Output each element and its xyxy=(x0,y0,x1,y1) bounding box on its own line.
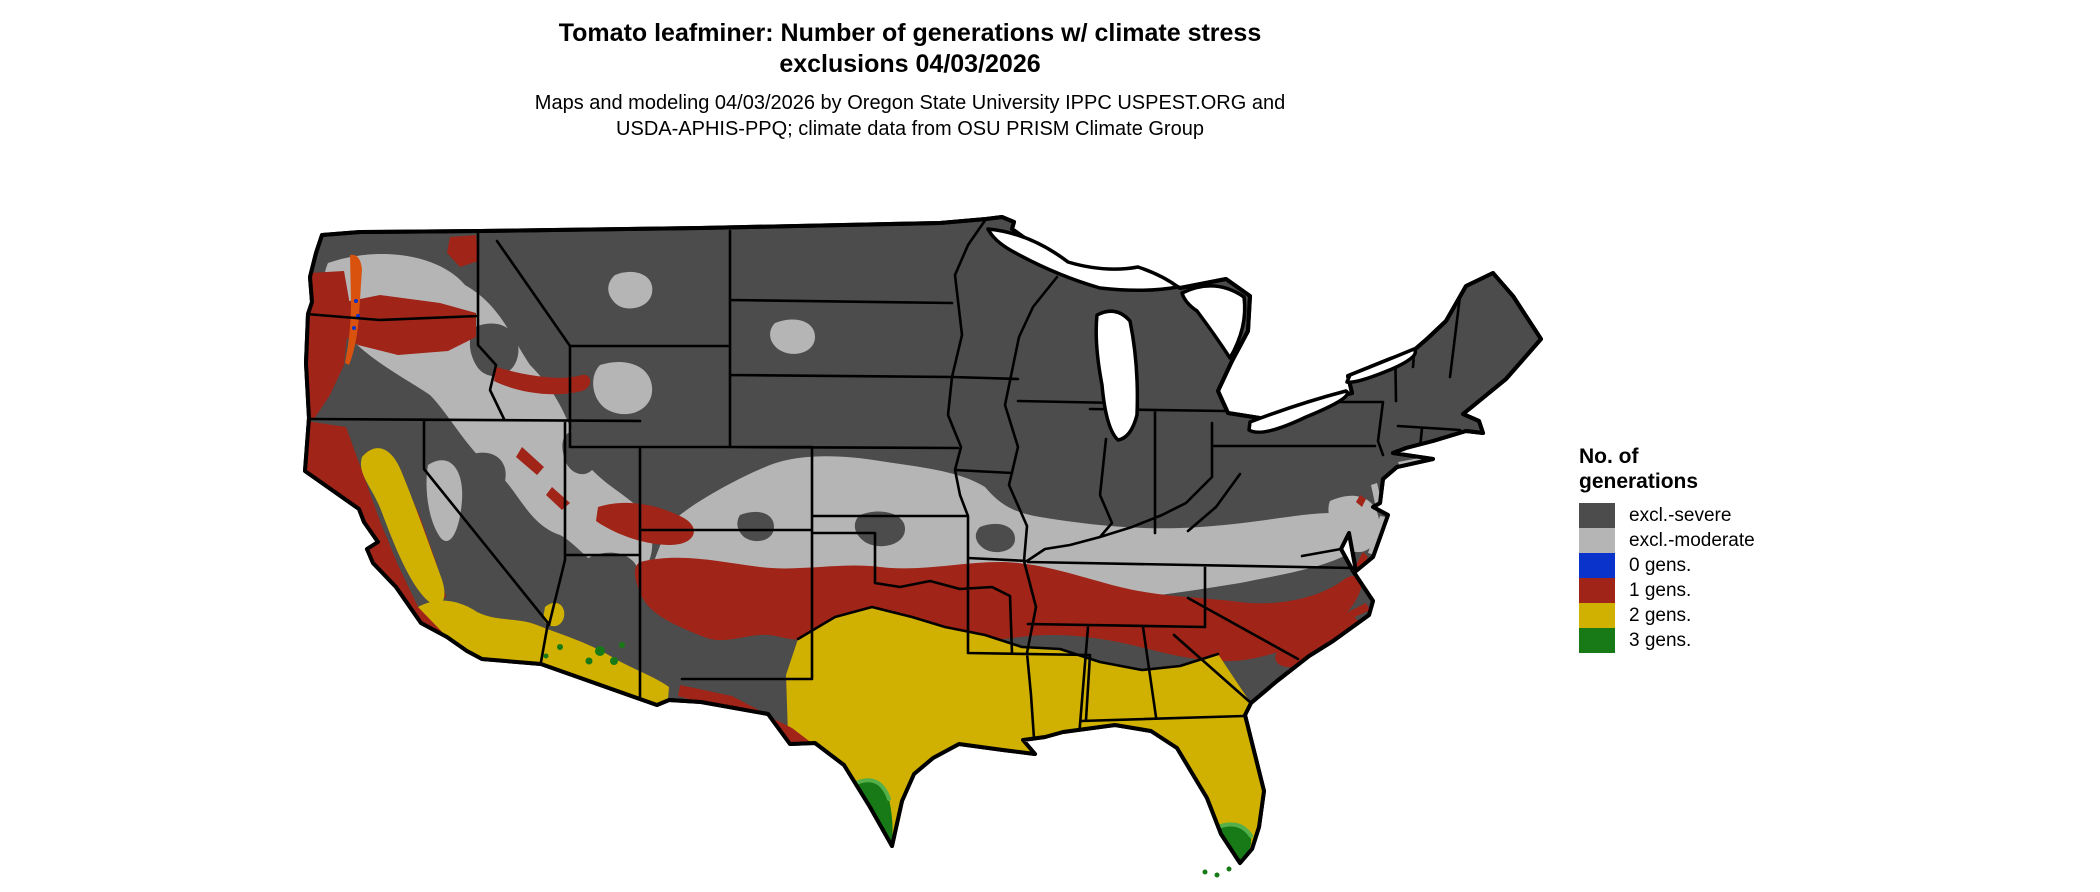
legend-title-line-2: generations xyxy=(1579,470,1699,493)
region-moderate-montana xyxy=(608,271,653,309)
florida-keys xyxy=(1202,866,1232,878)
map-legend: No. of generations excl.-severe excl.-mo… xyxy=(1579,444,1819,653)
legend-title-line-1: No. of xyxy=(1579,445,1639,468)
state-borders xyxy=(305,217,1463,755)
legend-row-excl-severe: excl.-severe xyxy=(1579,503,1819,528)
title-line-1: Tomato leafminer: Number of generations … xyxy=(558,19,1262,47)
region-yellow-vegas xyxy=(543,602,565,627)
legend-row-0-gens: 0 gens. xyxy=(1579,553,1819,578)
region-blue-speck-1 xyxy=(354,299,358,303)
region-blue-speck-3 xyxy=(352,326,356,330)
map-container xyxy=(300,215,1560,885)
us-outline-stroke xyxy=(303,215,1543,865)
region-green-ca-spot-1 xyxy=(557,644,563,650)
lake-michigan xyxy=(1094,309,1140,442)
region-moderate-dakotas xyxy=(770,319,815,354)
patch-severe-ozarks xyxy=(975,523,1015,553)
region-moderate-chesapeake xyxy=(1328,495,1380,553)
region-red-california-coast xyxy=(305,421,446,635)
great-lakes xyxy=(986,227,1417,442)
region-green-south-florida xyxy=(1217,824,1252,863)
lake-superior xyxy=(986,227,1180,293)
patch-severe-mogollon xyxy=(584,552,639,598)
legend-label-0-gens: 0 gens. xyxy=(1629,554,1692,576)
legend-swatch-excl-severe xyxy=(1579,503,1615,528)
legend-row-1-gens: 1 gens. xyxy=(1579,578,1819,603)
key-islet-1 xyxy=(1202,869,1208,875)
patch-severe-idaho-mtns xyxy=(469,323,519,377)
legend-label-3-gens: 3 gens. xyxy=(1629,629,1692,651)
region-moderate-delmarva xyxy=(1368,516,1386,555)
fringe-green-south-florida xyxy=(1216,822,1253,838)
region-green-ca-spot-2 xyxy=(543,653,549,659)
region-red-delaware-bay xyxy=(1356,495,1366,507)
region-red-east-washington xyxy=(330,295,476,355)
title-line-2: exclusions 04/03/2026 xyxy=(779,50,1041,78)
legend-swatch-1-gens xyxy=(1579,578,1615,603)
page-subtitle: Maps and modeling 04/03/2026 by Oregon S… xyxy=(310,90,1510,142)
key-islet-3 xyxy=(1226,866,1232,872)
legend-row-excl-moderate: excl.-moderate xyxy=(1579,528,1819,553)
patch-severe-kansas xyxy=(854,511,905,547)
lake-erie xyxy=(1247,389,1350,434)
patch-severe-wasatch xyxy=(562,429,599,475)
legend-label-excl-severe: excl.-severe xyxy=(1629,504,1732,526)
region-red-outer-banks xyxy=(1336,603,1370,624)
region-red-snake-plain xyxy=(494,367,591,395)
region-orange-cascade-foothills xyxy=(345,254,362,365)
region-moderate-wyoming xyxy=(593,361,653,415)
legend-label-1-gens: 1 gens. xyxy=(1629,579,1692,601)
legend-label-excl-moderate: excl.-moderate xyxy=(1629,529,1755,551)
legend-swatch-2-gens xyxy=(1579,603,1615,628)
legend-items: excl.-severe excl.-moderate 0 gens. 1 ge… xyxy=(1579,503,1819,653)
legend-title: No. of generations xyxy=(1579,444,1819,494)
patch-severe-ne-new-mexico xyxy=(737,511,774,542)
region-moderate-sierra xyxy=(426,460,463,542)
region-red-ne-washington xyxy=(447,235,478,267)
legend-swatch-0-gens xyxy=(1579,553,1615,578)
region-red-nevada-valley-1 xyxy=(516,447,544,475)
legend-row-3-gens: 3 gens. xyxy=(1579,628,1819,653)
lake-ontario xyxy=(1345,347,1417,384)
key-islet-2 xyxy=(1214,872,1220,878)
legend-swatch-excl-moderate xyxy=(1579,528,1615,553)
regions-excl-severe-patches xyxy=(460,323,1015,598)
lake-huron xyxy=(1180,284,1247,360)
patch-severe-nevada xyxy=(460,452,506,500)
legend-row-2-gens: 2 gens. xyxy=(1579,603,1819,628)
fringe-green-south-texas xyxy=(854,778,891,801)
region-yellow-central-valley xyxy=(360,448,445,605)
region-green-az-spot-3 xyxy=(585,657,593,665)
region-green-az-spot-2 xyxy=(610,657,618,665)
region-green-az-spot-1 xyxy=(595,646,605,656)
us-generations-map xyxy=(303,215,1543,878)
region-green-az-spot-4 xyxy=(619,642,625,648)
subtitle-line-2: USDA-APHIS-PPQ; climate data from OSU PR… xyxy=(616,118,1204,140)
region-red-carolina-coast xyxy=(1275,611,1361,668)
page-title: Tomato leafminer: Number of generations … xyxy=(310,18,1510,80)
fringes-light-green xyxy=(854,778,1253,838)
region-red-four-corners xyxy=(596,502,694,545)
subtitle-line-1: Maps and modeling 04/03/2026 by Oregon S… xyxy=(534,92,1286,114)
legend-label-2-gens: 2 gens. xyxy=(1629,604,1692,626)
legend-swatch-3-gens xyxy=(1579,628,1615,653)
